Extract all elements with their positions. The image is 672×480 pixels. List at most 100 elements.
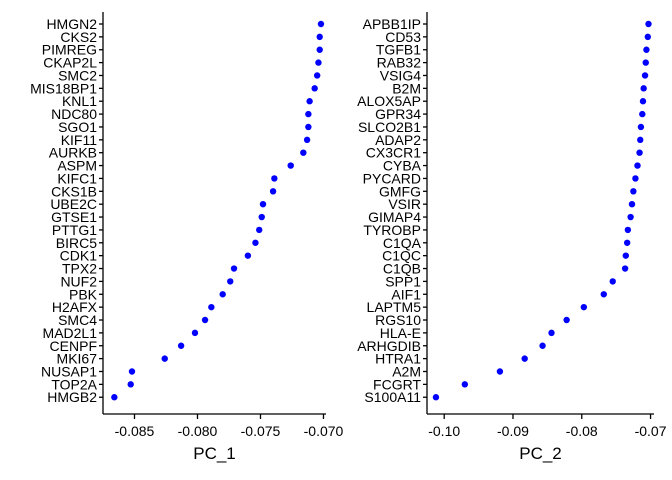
gene-label: GTSE1 — [51, 209, 97, 225]
data-point — [641, 72, 649, 79]
data-point — [300, 149, 307, 156]
data-point — [287, 162, 294, 169]
gene-label: FCGRT — [373, 376, 421, 392]
data-point — [521, 355, 528, 362]
gene-label: C1QB — [383, 261, 421, 277]
data-point — [230, 265, 238, 272]
gene-label: AIF1 — [391, 286, 421, 302]
data-point — [252, 239, 259, 246]
gene-label: SMC4 — [58, 312, 97, 328]
gene-label: ASPM — [57, 158, 97, 174]
gene-label: GIMAP4 — [368, 209, 421, 225]
data-point — [317, 20, 325, 28]
x-axis-title: PC_2 — [519, 444, 562, 463]
gene-label: VSIG4 — [380, 67, 421, 83]
gene-label: LAPTM5 — [367, 299, 422, 315]
data-point — [639, 110, 646, 118]
data-point — [645, 20, 652, 28]
data-point — [548, 329, 555, 337]
gene-label: KIF11 — [61, 132, 98, 148]
gene-label: NUF2 — [60, 273, 97, 289]
data-point — [316, 33, 323, 41]
data-point — [628, 200, 636, 208]
data-point — [640, 85, 647, 92]
data-point — [630, 188, 637, 195]
gene-label: TPX2 — [62, 261, 97, 277]
gene-label: GPR34 — [375, 106, 421, 122]
gene-label: H2AFX — [52, 299, 98, 315]
gene-label: HMGN2 — [46, 16, 97, 32]
data-point — [600, 291, 607, 298]
gene-label: SLCO2B1 — [358, 119, 421, 135]
gene-label: CENPF — [50, 338, 97, 354]
gene-label: TOP2A — [51, 376, 97, 392]
gene-label: PTTG1 — [52, 222, 97, 238]
gene-label: KIFC1 — [57, 170, 97, 186]
data-point — [191, 329, 199, 337]
gene-label: MKI67 — [57, 351, 98, 367]
x-tick-label: -0.070 — [304, 423, 344, 439]
data-point — [258, 213, 265, 221]
data-point — [244, 252, 252, 259]
data-point — [623, 239, 631, 246]
data-point — [311, 85, 318, 92]
gene-label: C1QC — [382, 248, 421, 264]
gene-label: MAD2L1 — [43, 325, 98, 341]
data-point — [637, 123, 645, 131]
gene-label: GMFG — [379, 183, 421, 199]
gene-label: HTRA1 — [375, 351, 421, 367]
data-point — [256, 226, 263, 234]
gene-label: MIS18BP1 — [30, 80, 97, 96]
data-point — [643, 46, 650, 53]
gene-label: KNL1 — [62, 93, 97, 109]
data-point — [580, 303, 588, 311]
gene-label: RAB32 — [377, 55, 422, 71]
data-point — [271, 175, 278, 182]
gene-label: SGO1 — [58, 119, 97, 135]
data-point — [201, 316, 209, 324]
gene-label: NDC80 — [51, 106, 97, 122]
gene-label: CKAP2L — [43, 55, 97, 71]
gene-label: PIMREG — [42, 42, 97, 58]
x-tick-label: -0.10 — [428, 423, 460, 439]
gene-label: APBB1IP — [363, 16, 421, 32]
data-point — [305, 110, 312, 118]
gene-label: UBE2C — [50, 196, 97, 212]
data-point — [496, 368, 504, 375]
gene-label: VSIR — [388, 196, 421, 212]
gene-label: CKS2 — [60, 29, 97, 45]
gene-label: TYROBP — [363, 222, 421, 238]
gene-label: ALOX5AP — [357, 93, 421, 109]
data-point — [432, 394, 440, 401]
data-point — [634, 162, 641, 169]
data-point — [128, 368, 136, 375]
gene-label: PBK — [69, 286, 98, 302]
data-point — [306, 98, 313, 105]
data-point — [632, 175, 639, 182]
gene-label: CX3CR1 — [366, 145, 421, 161]
data-point — [622, 252, 629, 259]
panel-pc1: HMGN2CKS2PIMREGCKAP2LSMC2MIS18BP1KNL1NDC… — [30, 12, 344, 463]
gene-label: CKS1B — [51, 183, 97, 199]
gene-label: NUSAP1 — [41, 363, 97, 379]
gene-label: AURKB — [49, 145, 97, 161]
data-point — [627, 213, 634, 221]
gene-label: A2M — [392, 363, 421, 379]
gene-label: CDK1 — [60, 248, 98, 264]
gene-label: B2M — [392, 80, 421, 96]
data-point — [161, 355, 168, 362]
data-point — [111, 394, 118, 401]
data-point — [127, 381, 134, 388]
gene-label: ARHGDIB — [357, 338, 421, 354]
gene-label: CYBA — [383, 158, 422, 174]
data-point — [269, 188, 277, 195]
data-point — [637, 136, 644, 144]
data-point — [644, 33, 652, 41]
data-point — [621, 265, 629, 272]
gene-label: C1QA — [383, 235, 422, 251]
x-tick-label: -0.09 — [497, 423, 529, 439]
data-point — [642, 59, 649, 66]
gene-label: CD53 — [385, 29, 421, 45]
data-point — [303, 136, 311, 144]
